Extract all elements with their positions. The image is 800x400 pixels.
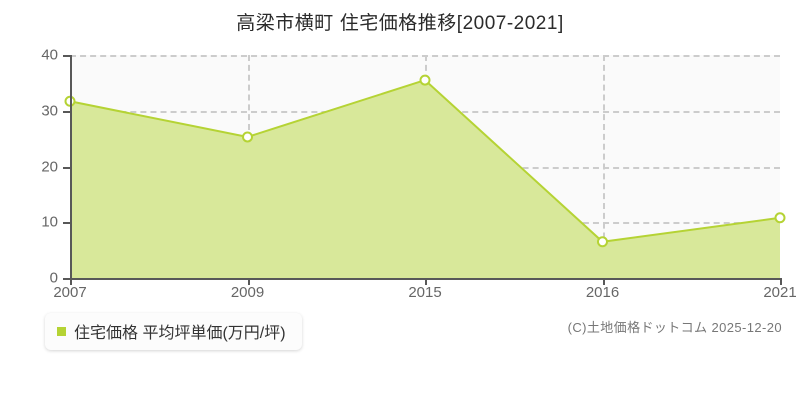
x-tick-mark [70, 278, 72, 285]
x-tick-label: 2016 [585, 284, 620, 301]
x-tick-mark [247, 278, 250, 285]
chart-title-region: 高梁市横町 [236, 13, 334, 34]
data-point-marker[interactable] [419, 74, 431, 86]
y-tick-mark [63, 110, 70, 113]
y-tick-label: 30 [41, 102, 58, 120]
data-point-marker[interactable] [242, 131, 253, 143]
series-area-chart [64, 74, 786, 279]
y-tick-label: 20 [41, 158, 58, 175]
y-axis-line [70, 55, 72, 279]
legend-label: 住宅価格 平均坪単価(万円/坪) [74, 325, 286, 342]
y-tick-label: 0 [49, 269, 58, 287]
series-area-fill [70, 80, 780, 279]
y-tick-label: 10 [41, 213, 58, 231]
x-tick-mark [780, 278, 782, 285]
chart-title: 高梁市横町 住宅価格推移[2007-2021] [0, 8, 800, 35]
plot-area [64, 55, 786, 279]
chart-title-subject: 住宅価格推移[2007-2021] [339, 13, 564, 34]
x-tick-label: 2015 [408, 284, 442, 301]
data-point-marker[interactable] [774, 212, 786, 224]
x-tick-mark [425, 278, 427, 285]
data-point-marker[interactable] [597, 236, 608, 248]
y-tick-mark [63, 278, 70, 280]
y-tick-label: 40 [41, 46, 58, 64]
legend[interactable]: 住宅価格 平均坪単価(万円/坪) [45, 313, 302, 350]
y-tick-mark [63, 55, 70, 57]
y-tick-mark [63, 166, 70, 169]
credit-text: (C)土地価格ドットコム 2025-12-20 [567, 320, 782, 335]
gridline-vertical [602, 55, 605, 278]
x-tick-mark [602, 278, 605, 285]
y-tick-mark [63, 222, 70, 225]
legend-swatch-icon [57, 326, 66, 336]
x-tick-label: 2021 [763, 284, 797, 301]
x-tick-label: 2009 [230, 284, 265, 301]
x-tick-label: 2007 [53, 284, 87, 301]
